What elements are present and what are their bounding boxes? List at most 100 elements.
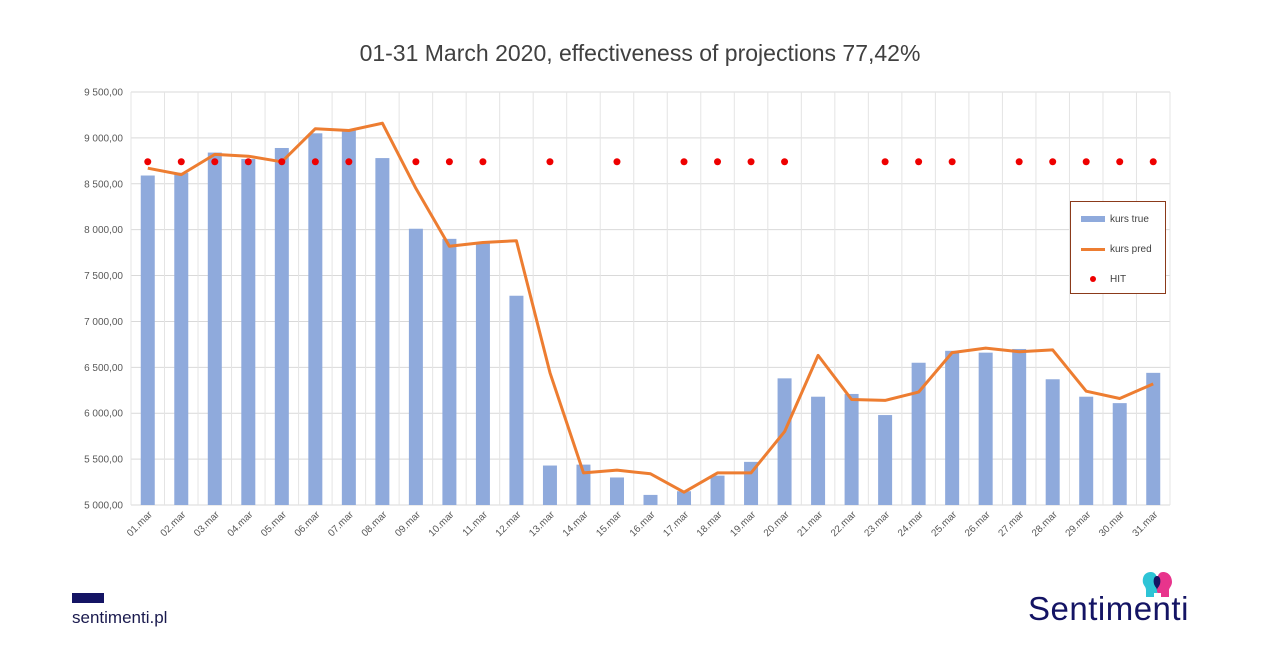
y-tick-label: 9 500,00 — [84, 88, 123, 99]
legend-line-swatch — [1081, 247, 1105, 251]
hit-point — [1049, 158, 1057, 166]
bar-kurs-true — [542, 465, 557, 505]
bar-kurs-true — [475, 242, 490, 505]
bar-kurs-true — [241, 158, 256, 505]
bar-kurs-true — [878, 415, 893, 505]
y-tick-label: 7 000,00 — [84, 317, 123, 328]
y-tick-label: 6 000,00 — [84, 409, 123, 420]
bar-kurs-true — [174, 172, 189, 505]
legend-label: kurs true — [1110, 213, 1149, 225]
chart-title: 01-31 March 2020, effectiveness of proje… — [359, 40, 921, 66]
bar-kurs-true — [945, 350, 960, 505]
hit-point — [680, 158, 688, 166]
bar-kurs-true — [308, 133, 323, 506]
x-tick-label: 29.mar — [1064, 509, 1094, 539]
bar-kurs-true — [1112, 403, 1127, 505]
brand-name: Sentimenti — [1028, 590, 1189, 627]
x-tick-label: 03.mar — [192, 509, 222, 539]
legend-dot-swatch — [1090, 276, 1096, 282]
x-tick-label: 15.mar — [594, 509, 624, 539]
x-tick-label: 05.mar — [259, 509, 289, 539]
x-tick-label: 02.mar — [159, 509, 189, 539]
hit-point — [881, 158, 889, 166]
bar-kurs-true — [576, 464, 591, 505]
hit-point — [278, 158, 286, 166]
x-tick-label: 19.mar — [728, 509, 758, 539]
x-tick-label: 21.mar — [795, 509, 825, 539]
hit-point — [345, 158, 353, 166]
x-tick-label: 28.mar — [1030, 509, 1060, 539]
bar-kurs-true — [777, 378, 792, 505]
hit-point — [1149, 158, 1157, 166]
footer-site-link[interactable]: sentimenti.pl — [72, 608, 168, 627]
hit-point — [211, 158, 219, 166]
brand-logo: Sentimenti — [1028, 570, 1218, 630]
hit-point — [311, 158, 319, 166]
bar-kurs-true — [978, 352, 993, 505]
hit-point — [1082, 158, 1090, 166]
x-tick-label: 18.mar — [695, 509, 725, 539]
x-tick-label: 31.mar — [1131, 509, 1161, 539]
x-tick-label: 23.mar — [862, 509, 892, 539]
legend-item-hit: HIT — [1081, 272, 1126, 286]
y-tick-label: 7 500,00 — [84, 271, 123, 282]
line-kurs-pred — [147, 121, 1154, 494]
x-tick-label: 26.mar — [963, 509, 993, 539]
x-tick-label: 30.mar — [1097, 509, 1127, 539]
hit-point — [412, 158, 420, 166]
hit-point — [244, 158, 252, 166]
hit-point — [714, 158, 722, 166]
bar-kurs-true — [609, 477, 624, 505]
y-tick-label: 6 500,00 — [84, 363, 123, 374]
chart-legend: kurs true kurs pred HIT — [1070, 201, 1166, 294]
bar-kurs-true — [710, 475, 725, 505]
x-tick-label: 17.mar — [661, 509, 691, 539]
bar-kurs-true — [442, 238, 457, 505]
bar-kurs-true — [341, 129, 356, 505]
x-tick-label: 22.mar — [829, 509, 859, 539]
hit-point — [177, 158, 185, 166]
hit-point — [781, 158, 789, 166]
bar-kurs-true — [1146, 372, 1161, 505]
bar-kurs-true — [375, 158, 390, 505]
y-tick-label: 5 500,00 — [84, 455, 123, 466]
x-tick-label: 14.mar — [561, 509, 591, 539]
legend-bar-swatch — [1081, 216, 1105, 222]
x-tick-label: 07.mar — [326, 509, 356, 539]
x-tick-label: 12.mar — [494, 509, 524, 539]
legend-item-kurs-pred: kurs pred — [1081, 242, 1152, 256]
x-tick-label: 08.mar — [360, 509, 390, 539]
x-tick-label: 25.mar — [929, 509, 959, 539]
y-tick-label: 5 000,00 — [84, 501, 123, 512]
bar-kurs-true — [1045, 379, 1060, 505]
x-tick-label: 09.mar — [393, 509, 423, 539]
x-tick-label: 01.mar — [125, 509, 155, 539]
bar-kurs-true — [643, 494, 658, 505]
hit-point — [613, 158, 621, 166]
x-tick-label: 04.mar — [226, 509, 256, 539]
bar-kurs-true — [509, 295, 524, 505]
x-tick-label: 20.mar — [762, 509, 792, 539]
hit-point — [747, 158, 755, 166]
y-tick-label: 8 500,00 — [84, 179, 123, 190]
y-tick-label: 9 000,00 — [84, 133, 123, 144]
bar-kurs-true — [844, 393, 859, 505]
legend-item-kurs-true: kurs true — [1081, 212, 1149, 226]
bar-kurs-true — [274, 147, 289, 506]
legend-label: HIT — [1110, 273, 1127, 285]
bar-kurs-true — [1012, 348, 1027, 505]
bar-kurs-true — [811, 396, 826, 505]
x-tick-label: 13.mar — [527, 509, 557, 539]
x-tick-label: 11.mar — [461, 509, 491, 539]
legend-label: kurs pred — [1110, 243, 1152, 255]
hit-point — [948, 158, 956, 166]
hit-point — [915, 158, 923, 166]
footer-accent-bar — [72, 593, 104, 603]
bar-kurs-true — [1079, 396, 1094, 505]
two-heads-logo-icon — [1142, 572, 1172, 597]
hit-point — [144, 158, 152, 166]
x-tick-label: 27.mar — [997, 509, 1027, 539]
bar-kurs-true — [140, 175, 155, 506]
x-tick-label: 10.mar — [427, 509, 457, 539]
